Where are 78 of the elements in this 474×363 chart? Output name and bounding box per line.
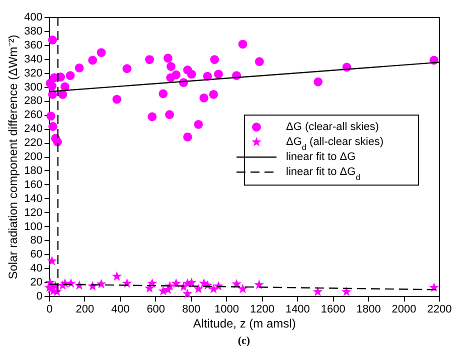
point <box>187 70 196 79</box>
y-tick-label: 260 <box>24 109 42 122</box>
text: (c) <box>238 335 250 347</box>
y-tick-label: 320 <box>24 67 42 80</box>
y-tick-label: 200 <box>24 151 42 163</box>
y-tick-label: 100 <box>24 220 42 233</box>
x-tick-label: 400 <box>111 304 130 316</box>
x-tick-label: 1200 <box>250 304 274 316</box>
point <box>46 112 56 121</box>
point <box>53 137 62 146</box>
point <box>193 284 204 294</box>
y-tick-label: 140 <box>24 192 42 205</box>
y-tick-label: 0 <box>36 290 42 302</box>
y-tick-label: 40 <box>30 262 42 275</box>
y-tick-label: 80 <box>30 234 42 247</box>
x-tick-label: 600 <box>146 304 166 316</box>
point <box>163 54 172 63</box>
x-tick-label: 1800 <box>356 304 381 316</box>
y-tick-label: 280 <box>24 95 42 108</box>
point <box>171 278 182 288</box>
x-tick-label: 1400 <box>285 304 310 316</box>
point <box>48 122 58 131</box>
x-axis-title: Altitude, z (m amsl) <box>193 316 296 330</box>
point <box>166 62 176 71</box>
point <box>238 284 248 294</box>
point <box>341 286 352 296</box>
y-tick-label: 300 <box>24 81 42 94</box>
point <box>158 89 168 98</box>
point <box>112 94 122 104</box>
point <box>254 280 264 290</box>
y-tick-label: 240 <box>24 123 42 136</box>
y-tick-label: 340 <box>24 53 42 66</box>
point <box>145 55 154 64</box>
x-tick-label: 1000 <box>214 304 240 316</box>
y-tick-label: 180 <box>24 164 42 177</box>
legend-label: ΔG$_{d}$ (all-clear skies) <box>286 136 384 152</box>
point <box>194 120 203 129</box>
point <box>48 82 56 91</box>
point <box>122 64 132 74</box>
x-tick-label: 800 <box>182 304 200 316</box>
x-tick-label: 200 <box>76 304 94 316</box>
point <box>209 90 218 99</box>
point <box>254 57 264 66</box>
y-tick-label: 380 <box>24 25 42 38</box>
point <box>148 112 157 122</box>
point <box>74 63 84 72</box>
legend-label: linear fit to ΔG$_{d}$ <box>286 166 361 182</box>
point <box>182 288 192 298</box>
point <box>88 56 98 65</box>
point <box>183 132 192 142</box>
point <box>312 286 323 296</box>
y-tick-label: 160 <box>24 178 42 191</box>
x-tick-label: 1600 <box>320 304 346 316</box>
point <box>238 40 248 49</box>
point <box>210 55 220 64</box>
y-tick-label: 400 <box>24 12 42 24</box>
point <box>165 110 174 120</box>
y-tick-label: 360 <box>24 39 42 52</box>
point <box>172 70 181 80</box>
point <box>48 36 58 44</box>
point <box>96 278 106 288</box>
legend-label: linear fit to ΔG <box>286 151 356 164</box>
point <box>214 70 223 79</box>
y-tick-label: 60 <box>30 248 42 261</box>
y-tick-label: 220 <box>24 137 42 150</box>
x-tick-label: 0 <box>46 304 53 316</box>
y-axis-title: Solar radiation component difference (ΔWm⁻²) <box>6 34 20 280</box>
x-tick-label: 2000 <box>392 304 416 316</box>
point <box>96 48 106 58</box>
point <box>66 71 75 80</box>
legend-label: ΔG (clear-all skies) <box>286 121 379 134</box>
point <box>314 77 323 86</box>
y-tick-label: 20 <box>30 276 42 289</box>
point <box>199 93 208 102</box>
x-tick-label: 2200 <box>427 304 452 316</box>
point <box>47 256 57 266</box>
point <box>112 271 122 281</box>
y-tick-label: 120 <box>24 206 42 219</box>
